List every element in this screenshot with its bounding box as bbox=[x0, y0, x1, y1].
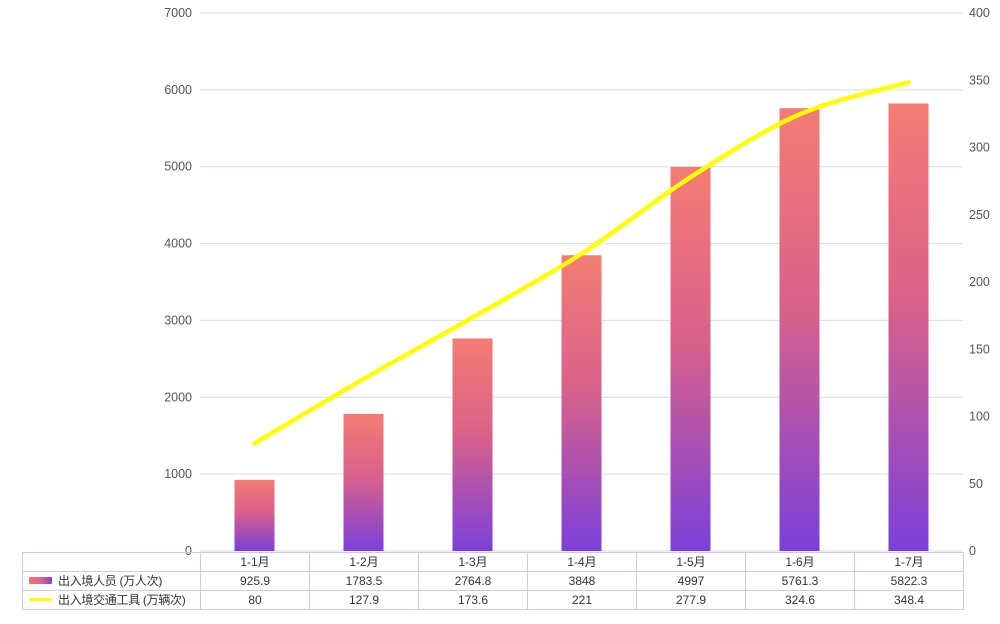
svg-text:4000: 4000 bbox=[164, 237, 192, 251]
svg-text:3000: 3000 bbox=[164, 313, 192, 327]
svg-text:5000: 5000 bbox=[164, 160, 192, 174]
svg-text:1000: 1000 bbox=[164, 467, 192, 481]
svg-text:350: 350 bbox=[969, 73, 990, 87]
svg-text:200: 200 bbox=[969, 275, 990, 289]
svg-text:7000: 7000 bbox=[164, 6, 192, 20]
svg-text:150: 150 bbox=[969, 342, 990, 356]
svg-text:2000: 2000 bbox=[164, 390, 192, 404]
svg-text:250: 250 bbox=[969, 208, 990, 222]
svg-text:50: 50 bbox=[969, 477, 983, 491]
svg-text:300: 300 bbox=[969, 141, 990, 155]
svg-text:6000: 6000 bbox=[164, 83, 192, 97]
svg-text:0: 0 bbox=[969, 544, 976, 558]
svg-text:100: 100 bbox=[969, 410, 990, 424]
svg-text:400: 400 bbox=[969, 6, 990, 20]
